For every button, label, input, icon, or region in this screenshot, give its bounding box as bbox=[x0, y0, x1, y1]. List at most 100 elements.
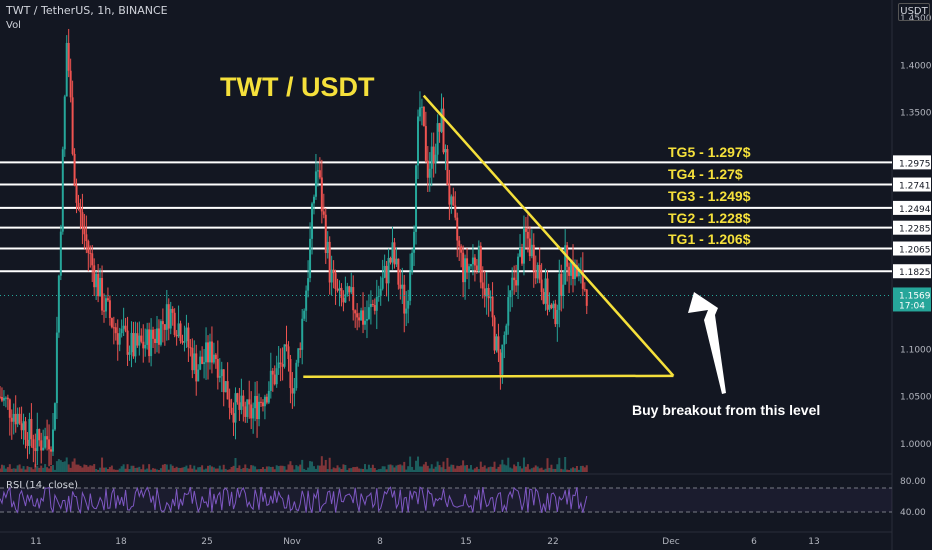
volume-bar bbox=[95, 468, 98, 472]
candle-body bbox=[556, 309, 559, 325]
volume-bar bbox=[324, 459, 327, 472]
candle-body bbox=[214, 354, 217, 359]
volume-bar bbox=[271, 466, 274, 472]
candle-body bbox=[195, 353, 198, 382]
volume-bar bbox=[405, 469, 408, 472]
candle-body bbox=[581, 270, 584, 289]
candle-body bbox=[448, 185, 451, 205]
volume-bar bbox=[136, 467, 139, 472]
volume-bar bbox=[577, 469, 580, 472]
candle-body bbox=[350, 287, 353, 293]
volume-bar bbox=[112, 469, 115, 472]
y-tick-label: 1.1000 bbox=[900, 345, 932, 355]
candle-body bbox=[375, 297, 378, 311]
candle-body bbox=[285, 344, 288, 347]
volume-bar bbox=[411, 466, 414, 472]
candle-body bbox=[338, 287, 341, 291]
volume-bar bbox=[358, 468, 361, 472]
volume-bar bbox=[393, 467, 396, 472]
candle-body bbox=[454, 205, 457, 218]
volume-bar bbox=[342, 464, 345, 472]
rsi-tick-upper: 80.00 bbox=[900, 477, 926, 487]
volume-bar bbox=[42, 467, 45, 472]
volume-bar bbox=[424, 461, 427, 472]
candle-body bbox=[381, 277, 384, 289]
candle-body bbox=[469, 264, 472, 267]
volume-bar bbox=[53, 469, 56, 472]
volume-bar bbox=[517, 461, 520, 472]
volume-bar bbox=[395, 465, 398, 472]
candle-body bbox=[6, 397, 9, 400]
candle-body bbox=[228, 399, 231, 408]
candle-body bbox=[405, 308, 408, 314]
candle-body bbox=[191, 347, 194, 371]
volume-bar bbox=[163, 464, 166, 472]
candle-body bbox=[254, 395, 257, 409]
candle-body bbox=[163, 324, 166, 330]
volume-bar bbox=[116, 469, 119, 472]
candle-body bbox=[24, 421, 27, 440]
candle-body bbox=[468, 266, 471, 273]
level-price-tag bbox=[893, 220, 931, 235]
candle-body bbox=[309, 238, 312, 279]
candle-body bbox=[422, 106, 425, 127]
candle-body bbox=[236, 393, 239, 403]
candle-body bbox=[12, 413, 15, 422]
volume-bar bbox=[520, 468, 523, 472]
candle-body bbox=[481, 282, 484, 289]
volume-bar bbox=[234, 458, 237, 472]
volume-bar bbox=[77, 464, 80, 472]
candle-body bbox=[336, 289, 339, 291]
candle-body bbox=[491, 296, 494, 318]
candle-body bbox=[14, 413, 17, 425]
volume-bar bbox=[501, 459, 504, 472]
candle-body bbox=[324, 214, 327, 253]
candle-body bbox=[114, 327, 117, 334]
currency-badge[interactable]: USDT bbox=[898, 3, 930, 21]
candle-body bbox=[238, 402, 241, 410]
candle-body bbox=[330, 269, 333, 283]
volume-bar bbox=[471, 469, 474, 472]
candle-body bbox=[26, 439, 29, 446]
candle-body bbox=[515, 280, 518, 286]
volume-bar bbox=[318, 465, 321, 472]
volume-bar bbox=[444, 469, 447, 472]
volume-bar bbox=[556, 464, 559, 472]
volume-bar bbox=[491, 466, 494, 472]
volume-bar bbox=[322, 465, 325, 472]
volume-bar bbox=[18, 464, 21, 472]
x-tick-label: 18 bbox=[115, 537, 127, 547]
volume-bar bbox=[179, 468, 182, 472]
volume-bar bbox=[97, 469, 100, 472]
volume-bar bbox=[201, 465, 204, 472]
volume-bar bbox=[373, 468, 376, 472]
candle-body bbox=[142, 341, 145, 349]
volume-bar bbox=[466, 465, 469, 472]
candle-body bbox=[118, 333, 121, 345]
candle-body bbox=[460, 246, 463, 253]
volume-bar bbox=[0, 464, 3, 472]
volume-bar bbox=[85, 465, 88, 472]
candle-body bbox=[530, 244, 533, 257]
y-tick-label: 1.0000 bbox=[900, 440, 932, 450]
candle-body bbox=[258, 401, 261, 420]
candle-body bbox=[224, 381, 227, 393]
candle-body bbox=[564, 245, 567, 285]
candle-body bbox=[0, 396, 1, 398]
candle-body bbox=[89, 252, 92, 254]
candle-body bbox=[57, 275, 60, 333]
candle-body bbox=[428, 168, 431, 178]
volume-bar bbox=[238, 465, 241, 472]
volume-bar bbox=[79, 465, 82, 472]
candle-body bbox=[473, 257, 476, 266]
candle-body bbox=[273, 374, 276, 385]
volume-bar bbox=[381, 466, 384, 472]
candle-body bbox=[81, 212, 84, 228]
candle-body bbox=[387, 257, 390, 284]
volume-bar bbox=[356, 466, 359, 472]
volume-bar bbox=[456, 465, 459, 472]
current-price-label: 1.1569 bbox=[899, 291, 931, 301]
volume-bar bbox=[560, 468, 563, 472]
volume-bar bbox=[538, 468, 541, 472]
